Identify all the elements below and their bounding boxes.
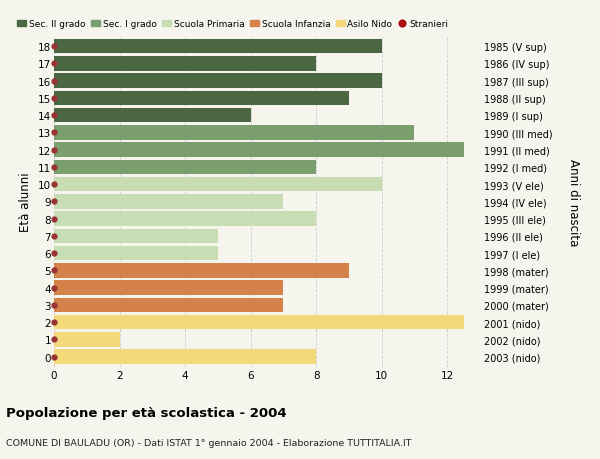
Bar [54,126,415,140]
Bar [54,332,119,347]
Bar [54,246,218,261]
Bar [54,143,464,157]
Bar [54,57,316,72]
Y-axis label: Anni di nascita: Anni di nascita [566,158,580,246]
Bar [54,160,316,175]
Bar [54,263,349,278]
Bar [54,212,316,226]
Bar [54,109,251,123]
Bar [54,91,349,106]
Bar [54,40,382,54]
Bar [54,350,316,364]
Bar [54,178,382,192]
Bar [54,315,464,330]
Bar [54,229,218,244]
Text: COMUNE DI BAULADU (OR) - Dati ISTAT 1° gennaio 2004 - Elaborazione TUTTITALIA.IT: COMUNE DI BAULADU (OR) - Dati ISTAT 1° g… [6,438,412,448]
Y-axis label: Età alunni: Età alunni [19,172,32,232]
Bar [54,298,283,313]
Bar [54,281,283,295]
Bar [54,195,283,209]
Bar [54,74,382,89]
Legend: Sec. II grado, Sec. I grado, Scuola Primaria, Scuola Infanzia, Asilo Nido, Stran: Sec. II grado, Sec. I grado, Scuola Prim… [17,20,449,29]
Text: Popolazione per età scolastica - 2004: Popolazione per età scolastica - 2004 [6,406,287,419]
